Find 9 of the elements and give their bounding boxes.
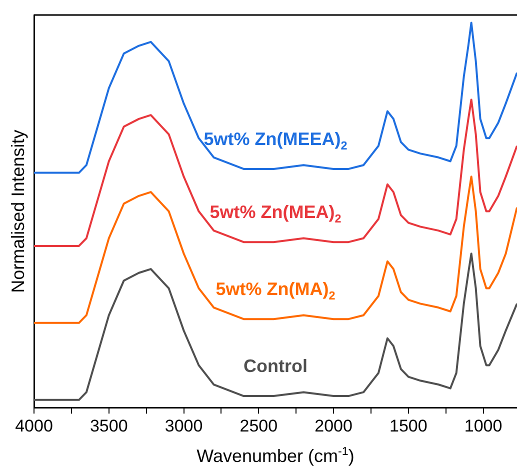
x-tick-label: 2000 — [314, 416, 352, 436]
x-tick-label: 3000 — [164, 416, 203, 436]
series-label: Control — [244, 356, 308, 376]
x-tick-label: 1500 — [390, 416, 428, 436]
x-tick-label: 3500 — [90, 416, 128, 436]
x-tick-label: 1000 — [464, 416, 502, 436]
x-tick-label: 4000 — [15, 416, 53, 436]
y-axis-title: Normalised Intensity — [8, 130, 28, 293]
x-tick-label: 2500 — [240, 416, 278, 436]
